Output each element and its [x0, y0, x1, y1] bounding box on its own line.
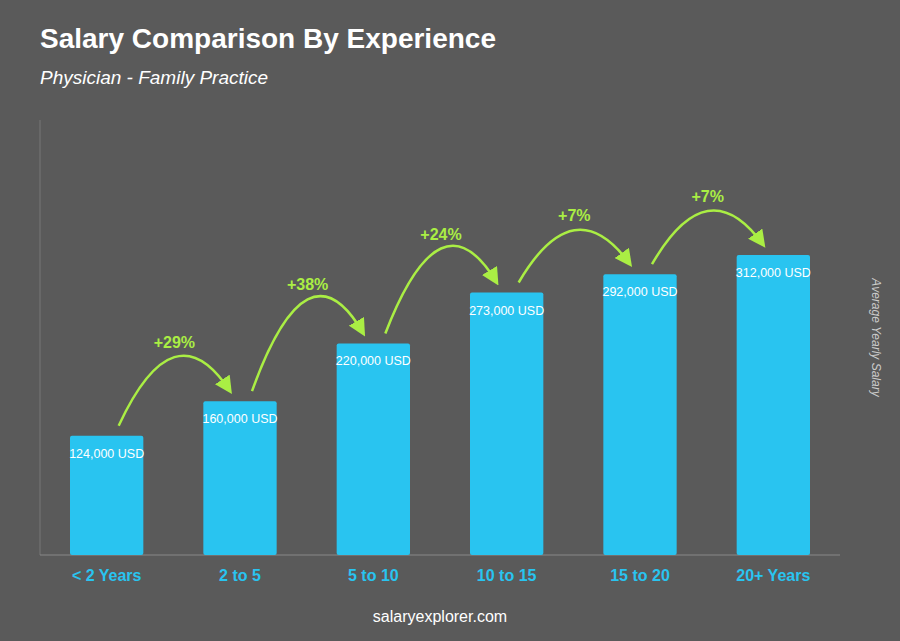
subtitle: Physician - Family Practice: [40, 67, 268, 88]
data-label: 124,000 USD: [69, 447, 144, 461]
y-axis-line: [40, 120, 41, 555]
change-label: +29%: [154, 334, 195, 351]
x-tick-label: 10 to 15: [477, 567, 537, 584]
bar: [70, 436, 143, 555]
change-label: +24%: [420, 226, 461, 243]
y-axis-label: Average Yearly Salary: [869, 277, 883, 397]
change-arc: [119, 356, 230, 426]
bar: [737, 255, 810, 555]
change-arc: [519, 230, 630, 283]
bar: [470, 293, 543, 556]
x-tick-label: 2 to 5: [219, 567, 261, 584]
title: Salary Comparison By Experience: [40, 23, 496, 54]
change-label: +38%: [287, 276, 328, 293]
change-arc: [385, 246, 496, 334]
chart-svg: Salary Comparison By Experience Physician…: [0, 0, 900, 641]
change-label: +7%: [558, 207, 590, 224]
change-arc: [652, 210, 763, 264]
bars: [70, 255, 810, 555]
bar: [603, 274, 676, 555]
data-label: 220,000 USD: [336, 354, 411, 368]
x-axis-line: [40, 555, 840, 556]
x-tick-label: 15 to 20: [610, 567, 670, 584]
bar: [337, 343, 410, 555]
x-tick-label: 5 to 10: [348, 567, 399, 584]
bar: [203, 401, 276, 555]
data-label: 292,000 USD: [602, 285, 677, 299]
x-tick-label: 20+ Years: [736, 567, 810, 584]
chart-container: Salary Comparison By Experience Physician…: [0, 0, 900, 641]
change-label: +7%: [691, 188, 723, 205]
background: [0, 0, 900, 641]
data-label: 160,000 USD: [202, 412, 277, 426]
change-arcs: +29% +38% +24% +7% +7%: [119, 188, 764, 426]
data-label: 312,000 USD: [736, 266, 811, 280]
data-label: 273,000 USD: [469, 304, 544, 318]
page: {"chart_data": {"type": "bar", "title": …: [0, 0, 900, 641]
x-tick-label: < 2 Years: [72, 567, 142, 584]
change-arc: [252, 296, 363, 391]
watermark: salaryexplorer.com: [373, 608, 507, 625]
